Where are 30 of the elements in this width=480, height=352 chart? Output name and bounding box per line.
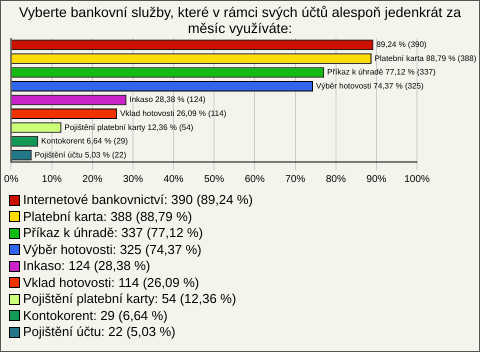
x-tick-label: 50% [204,174,224,185]
legend-label: Pojištění účtu: 22 (5,03 %) [23,324,176,340]
x-tick-label: 30% [122,174,144,185]
legend-label: Inkaso: 124 (28,38 %) [23,258,150,274]
x-tick-label: 20% [82,174,102,185]
data-label: Výběr hotovosti 74,37 % (325) [316,81,424,90]
data-label: Kontokorent 6,64 % (29) [41,136,128,146]
data-label: Pojištění účtu 5,03 % (22) [34,150,127,160]
legend-label: Výběr hotovosti: 325 (74,37 %) [23,242,202,258]
data-label: Příkaz k úhradě 77,12 % (337) [327,68,436,77]
data-label: Platební karta 88,79 % (388) [374,54,477,63]
x-tick-label: 80% [326,174,346,185]
legend-label: Vklad hotovosti: 114 (26,09 %) [23,274,200,291]
legend-label: Internetové bankovnictví: 390 (89,24 %) [23,192,253,208]
x-tick-label: 40% [164,174,184,185]
x-tick-label: 60% [244,174,265,185]
x-tick-label: 10% [42,174,62,185]
x-tick-label: 0% [4,174,19,185]
data-label: Inkaso 28,38 % (124) [129,95,206,104]
legend-label: Platební karta: 388 (88,79 %) [23,208,192,225]
x-tick-label: 90% [366,174,387,185]
data-label: 89,24 % (390) [376,40,427,50]
data-label: Vklad hotovosti 26,09 % (114) [120,108,227,118]
x-tick-label: 70% [285,174,306,185]
legend-label: Příkaz k úhradě: 337 (77,12 %) [23,225,203,242]
legend-label: Kontokorent: 29 (6,64 %) [23,308,168,324]
data-label: Pojištění platební karty 12,36 % (54) [64,122,194,132]
chart-title: Vyberte bankovní služby, které v rámci svých účtů alespoň jedenkrát za měsíc využíváte: [18,3,462,38]
legend-label: Pojištění platební karty: 54 (12,36 %) [23,291,236,308]
x-tick-label: 100% [404,174,430,185]
